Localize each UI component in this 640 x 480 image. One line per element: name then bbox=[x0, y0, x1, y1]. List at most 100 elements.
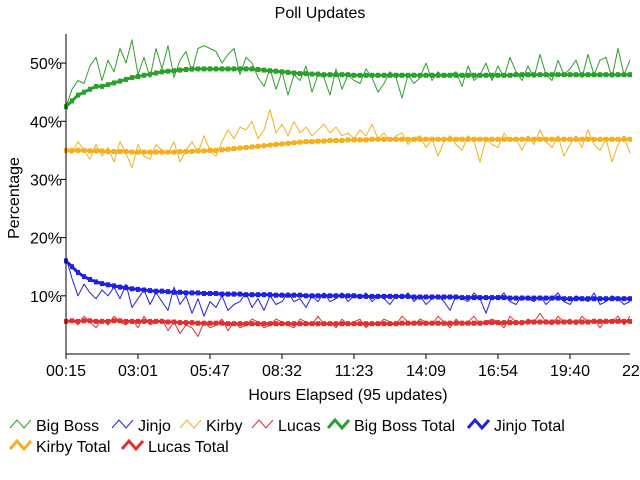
data-point bbox=[94, 279, 98, 285]
data-point bbox=[238, 321, 242, 327]
data-point bbox=[520, 72, 524, 78]
data-point bbox=[292, 292, 296, 298]
y-tick-label: 20% bbox=[30, 231, 62, 248]
data-point bbox=[388, 72, 392, 78]
legend-label: Big Boss Total bbox=[354, 418, 455, 435]
data-point bbox=[76, 270, 80, 275]
data-point bbox=[544, 295, 548, 301]
legend-swatch bbox=[120, 438, 145, 452]
data-point bbox=[430, 72, 434, 78]
data-point bbox=[352, 293, 356, 299]
data-point bbox=[112, 149, 116, 154]
data-point bbox=[442, 294, 446, 300]
data-point bbox=[346, 293, 350, 299]
data-point bbox=[514, 320, 518, 326]
data-point bbox=[70, 147, 74, 153]
data-point bbox=[460, 295, 464, 301]
data-point bbox=[604, 296, 608, 302]
data-point bbox=[250, 321, 254, 327]
data-point bbox=[184, 67, 188, 72]
data-point bbox=[574, 136, 578, 142]
data-point bbox=[328, 72, 332, 78]
data-point bbox=[424, 136, 428, 142]
data-point bbox=[70, 98, 74, 104]
data-point bbox=[274, 142, 278, 147]
data-point bbox=[346, 321, 350, 327]
data-point bbox=[430, 136, 434, 142]
data-point bbox=[532, 319, 536, 325]
data-point bbox=[508, 72, 512, 78]
data-point bbox=[454, 294, 458, 300]
data-point bbox=[448, 72, 452, 78]
data-point bbox=[148, 288, 152, 294]
data-point bbox=[592, 136, 596, 142]
data-point bbox=[604, 318, 608, 324]
legend-item-big-boss: Big Boss bbox=[9, 418, 99, 435]
data-point bbox=[106, 82, 110, 88]
data-point bbox=[490, 320, 494, 326]
data-point bbox=[232, 321, 236, 327]
data-point bbox=[106, 318, 110, 324]
data-point bbox=[244, 145, 248, 150]
data-point bbox=[280, 321, 284, 327]
data-point bbox=[340, 293, 344, 299]
x-tick-label: 14:09 bbox=[406, 363, 446, 380]
data-point bbox=[556, 295, 560, 301]
data-point bbox=[136, 149, 140, 155]
data-point bbox=[76, 147, 80, 153]
data-point bbox=[568, 319, 572, 325]
data-point bbox=[466, 295, 470, 301]
data-point bbox=[454, 72, 458, 78]
data-point bbox=[418, 320, 422, 326]
data-point bbox=[328, 293, 332, 299]
data-point bbox=[208, 66, 212, 72]
data-point bbox=[142, 149, 146, 155]
data-point bbox=[382, 72, 386, 78]
data-point bbox=[562, 72, 566, 78]
data-point bbox=[256, 143, 260, 149]
data-point bbox=[376, 136, 380, 142]
legend-swatch bbox=[9, 419, 32, 429]
data-point bbox=[214, 66, 218, 72]
data-point bbox=[454, 320, 458, 326]
data-point bbox=[280, 292, 284, 298]
data-point bbox=[100, 318, 104, 324]
data-point bbox=[466, 72, 470, 78]
data-point bbox=[82, 147, 86, 153]
data-point bbox=[394, 72, 398, 78]
data-point bbox=[550, 295, 554, 301]
data-point bbox=[268, 68, 272, 74]
data-point bbox=[262, 321, 266, 327]
data-point bbox=[148, 71, 152, 77]
data-point bbox=[166, 289, 170, 295]
data-point bbox=[214, 320, 218, 326]
data-point bbox=[298, 139, 302, 145]
data-point bbox=[112, 318, 116, 324]
data-point bbox=[622, 318, 626, 324]
data-point bbox=[316, 321, 320, 327]
data-point bbox=[310, 321, 314, 327]
x-tick-label: 11:23 bbox=[335, 363, 374, 380]
data-point bbox=[370, 136, 374, 142]
data-point bbox=[148, 318, 152, 324]
data-point bbox=[130, 75, 134, 81]
data-point bbox=[184, 149, 188, 154]
data-point bbox=[544, 136, 548, 142]
data-point bbox=[190, 66, 194, 72]
data-point bbox=[268, 321, 272, 327]
series-jinjo bbox=[65, 257, 631, 317]
data-point bbox=[346, 137, 350, 143]
data-point bbox=[550, 72, 554, 78]
data-point bbox=[382, 136, 386, 142]
data-point bbox=[472, 320, 476, 326]
data-point bbox=[388, 293, 392, 299]
data-point bbox=[304, 139, 308, 145]
data-point bbox=[418, 72, 422, 78]
y-tick-label: 40% bbox=[30, 114, 62, 131]
data-point bbox=[448, 136, 452, 142]
data-point bbox=[112, 80, 116, 86]
data-point bbox=[202, 320, 206, 326]
data-point bbox=[76, 92, 80, 98]
data-point bbox=[286, 69, 290, 75]
data-point bbox=[334, 293, 338, 299]
